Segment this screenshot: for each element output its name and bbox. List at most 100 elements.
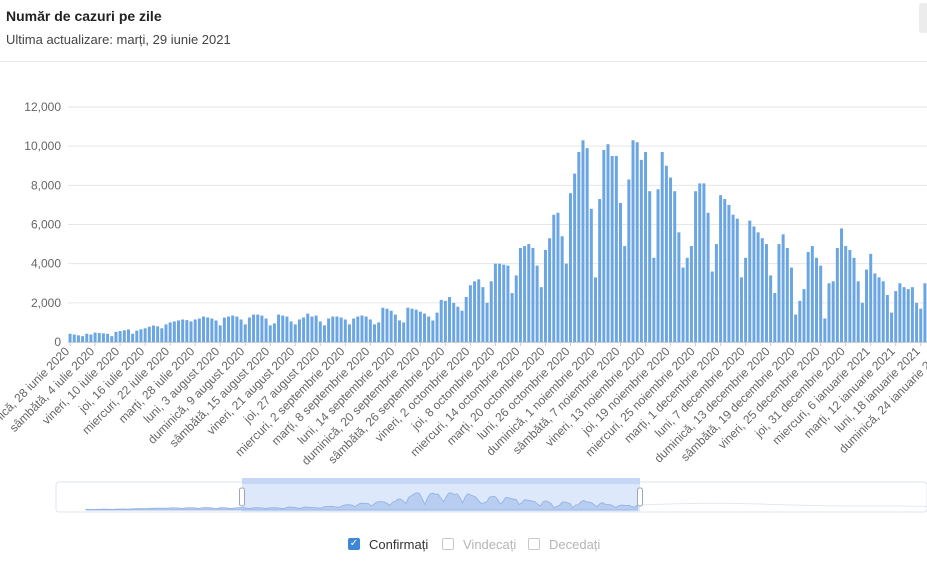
bar[interactable] <box>456 306 460 342</box>
bar[interactable] <box>189 321 193 342</box>
bar[interactable] <box>76 335 80 342</box>
bar[interactable] <box>118 331 122 342</box>
bar[interactable] <box>518 248 522 342</box>
bar[interactable] <box>410 308 414 342</box>
bar[interactable] <box>485 302 489 342</box>
bar[interactable] <box>477 279 481 342</box>
bar[interactable] <box>172 321 176 342</box>
menu-button[interactable] <box>919 3 927 33</box>
bar[interactable] <box>297 319 301 342</box>
bar[interactable] <box>139 329 143 342</box>
bar[interactable] <box>677 232 681 342</box>
bar[interactable] <box>923 283 927 342</box>
bar[interactable] <box>493 263 497 342</box>
bar[interactable] <box>764 244 768 342</box>
bar[interactable] <box>810 246 814 342</box>
bar[interactable] <box>156 326 160 342</box>
bar[interactable] <box>126 329 130 342</box>
bar[interactable] <box>277 314 281 342</box>
bar[interactable] <box>72 334 76 342</box>
bar[interactable] <box>614 155 618 342</box>
bar[interactable] <box>785 248 789 342</box>
bar[interactable] <box>147 326 151 342</box>
bar[interactable] <box>844 246 848 342</box>
checkbox-unchecked-icon[interactable] <box>442 538 454 550</box>
bar[interactable] <box>877 277 881 343</box>
bar[interactable] <box>131 333 135 342</box>
bar[interactable] <box>589 208 593 342</box>
bar[interactable] <box>739 277 743 343</box>
bar[interactable] <box>235 316 239 342</box>
bar[interactable] <box>619 202 623 342</box>
bar[interactable] <box>798 300 802 343</box>
bar[interactable] <box>302 317 306 342</box>
bar[interactable] <box>239 319 243 342</box>
bar[interactable] <box>306 313 310 342</box>
bar[interactable] <box>531 248 535 342</box>
bar[interactable] <box>560 236 564 342</box>
bar[interactable] <box>448 296 452 342</box>
bar[interactable] <box>673 191 677 342</box>
bar[interactable] <box>627 179 631 342</box>
bar[interactable] <box>731 214 735 342</box>
bar[interactable] <box>539 287 543 342</box>
bar[interactable] <box>331 316 335 342</box>
bar[interactable] <box>414 309 418 342</box>
bar[interactable] <box>840 228 844 342</box>
bar-series-confirmati[interactable] <box>68 140 927 343</box>
bar[interactable] <box>210 318 214 343</box>
bar[interactable] <box>656 189 660 342</box>
bar[interactable] <box>272 323 276 342</box>
bar[interactable] <box>489 281 493 342</box>
bar[interactable] <box>773 293 777 342</box>
bar[interactable] <box>865 269 869 342</box>
bar[interactable] <box>685 257 689 342</box>
bar[interactable] <box>106 333 110 342</box>
bar[interactable] <box>527 244 531 342</box>
zoom-handle-left[interactable] <box>239 487 245 507</box>
bar[interactable] <box>498 263 502 342</box>
bar[interactable] <box>327 318 331 343</box>
bar[interactable] <box>452 302 456 342</box>
bar[interactable] <box>815 257 818 342</box>
bar[interactable] <box>869 253 873 343</box>
bar[interactable] <box>823 318 827 343</box>
bar[interactable] <box>748 220 752 342</box>
bar[interactable] <box>268 325 272 342</box>
bar[interactable] <box>177 320 180 342</box>
bar[interactable] <box>260 315 264 342</box>
bar[interactable] <box>181 319 185 342</box>
bar[interactable] <box>160 328 164 342</box>
bar[interactable] <box>185 320 189 342</box>
bar[interactable] <box>293 324 297 343</box>
bar[interactable] <box>506 265 510 343</box>
bar[interactable] <box>727 204 731 342</box>
bar[interactable] <box>473 281 477 342</box>
bar[interactable] <box>919 308 923 342</box>
bar[interactable] <box>368 319 372 342</box>
bar[interactable] <box>335 316 339 342</box>
bar[interactable] <box>247 317 251 342</box>
bar[interactable] <box>581 140 585 342</box>
bar[interactable] <box>389 310 393 342</box>
bar[interactable] <box>164 324 168 343</box>
bar[interactable] <box>339 317 343 342</box>
bar[interactable] <box>556 212 560 342</box>
bar[interactable] <box>660 152 664 342</box>
bar[interactable] <box>644 152 648 342</box>
bar[interactable] <box>364 316 368 342</box>
bar[interactable] <box>769 275 773 342</box>
bar[interactable] <box>698 183 702 343</box>
bar[interactable] <box>372 324 376 343</box>
bar[interactable] <box>585 148 589 343</box>
bar[interactable] <box>222 317 226 342</box>
bar[interactable] <box>548 238 552 342</box>
bar[interactable] <box>719 195 723 343</box>
bar[interactable] <box>860 302 864 342</box>
zoom-handle-right[interactable] <box>637 487 643 507</box>
bar[interactable] <box>101 333 105 342</box>
bar[interactable] <box>310 316 314 342</box>
bar[interactable] <box>343 319 347 342</box>
bar[interactable] <box>406 307 410 342</box>
bar[interactable] <box>606 144 610 342</box>
